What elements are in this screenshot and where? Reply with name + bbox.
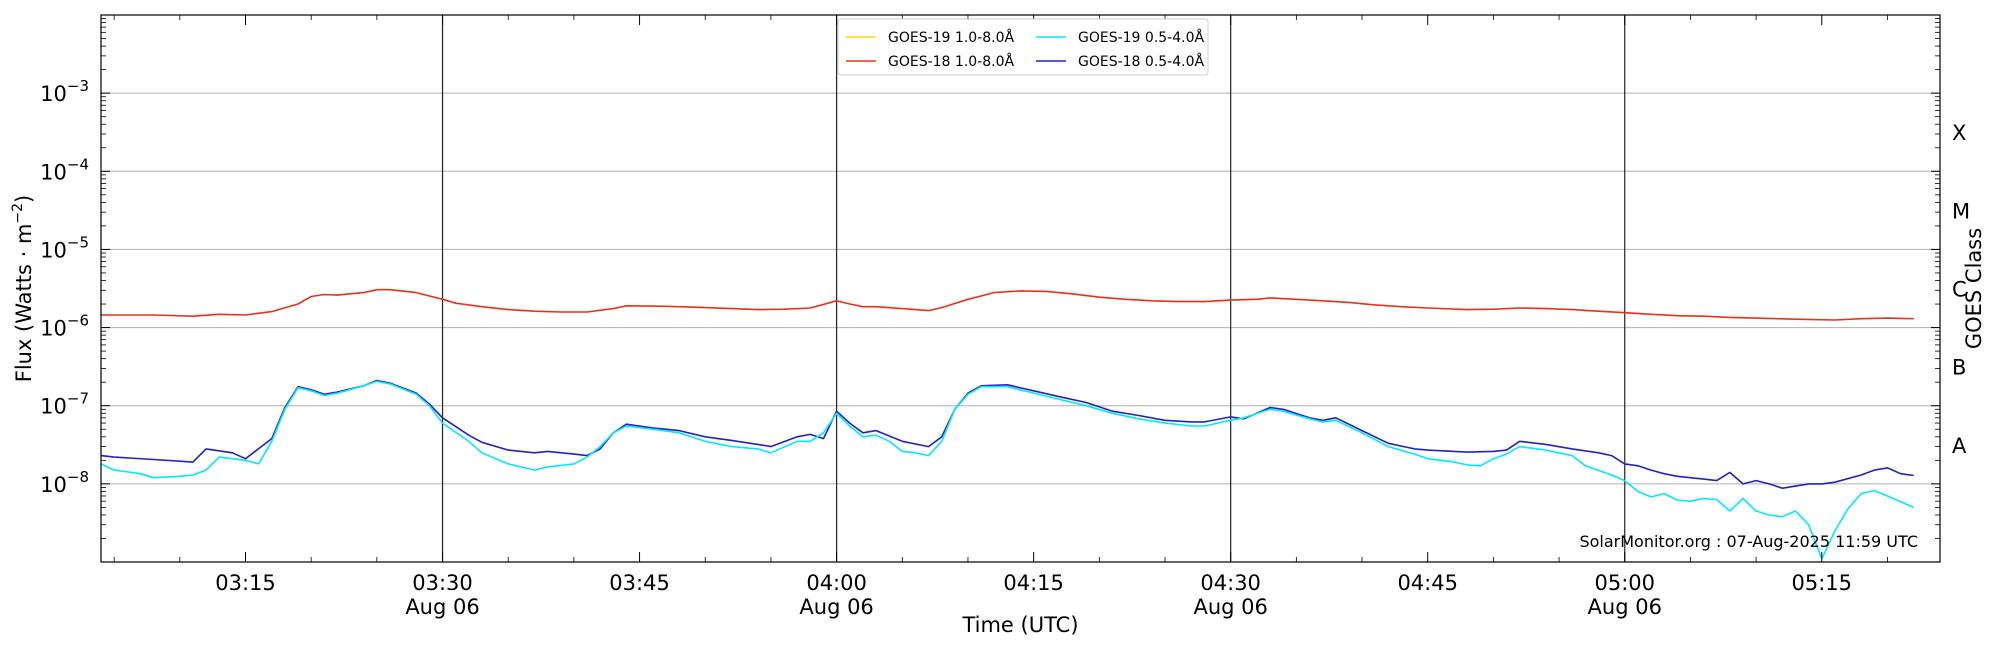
goes-class-label: X: [1952, 121, 1966, 145]
x-tick-date-label: Aug 06: [799, 595, 873, 619]
x-tick-label: 04:30: [1200, 571, 1261, 595]
credit-text: SolarMonitor.org : 07-Aug-2025 11:59 UTC: [1579, 532, 1918, 551]
y-tick-label-base: 10: [40, 317, 67, 341]
series-lines: [100, 288, 1915, 560]
x-tick-label: 04:15: [1003, 571, 1064, 595]
y-tick-label-exponent: −8: [67, 468, 89, 486]
series-line: [100, 379, 1914, 489]
legend-box: [837, 18, 1209, 76]
goes-class-axis-title: GOES Class: [1962, 228, 1986, 349]
y-axis-title-close: ): [12, 195, 36, 203]
y-tick-label-base: 10: [40, 395, 67, 419]
x-tick-label: 03:15: [215, 571, 276, 595]
goes-class-label: B: [1952, 356, 1966, 380]
y-axis-title: Flux (Watts · m−2): [10, 195, 36, 383]
legend-label: GOES-18 0.5-4.0Å: [1078, 53, 1204, 70]
y-tick-label: 10−7: [40, 390, 89, 419]
x-tick-date-label: Aug 06: [1193, 595, 1267, 619]
y-tick-label-base: 10: [40, 238, 67, 262]
legend-label: GOES-18 1.0-8.0Å: [888, 53, 1014, 70]
y-tick-label-exponent: −4: [67, 155, 89, 173]
legend: GOES-19 1.0-8.0Å GOES-18 1.0-8.0Å GOES-19 …: [837, 18, 1209, 76]
y-axis-title-exponent: −2: [10, 203, 26, 224]
x-tick-label: 04:45: [1397, 571, 1458, 595]
y-tick-label: 10−3: [40, 77, 89, 106]
x-tick-label: 04:00: [806, 571, 867, 595]
day-marker-lines: [441, 15, 1626, 562]
x-tick-label: 03:45: [609, 571, 670, 595]
grid-lines: [101, 92, 1940, 485]
x-tick-label: 05:15: [1792, 571, 1853, 595]
x-tick-date-label: Aug 06: [405, 595, 479, 619]
y-tick-label-base: 10: [40, 473, 67, 497]
y-tick-label-base: 10: [40, 160, 67, 184]
x-tick-label: 05:00: [1594, 571, 1655, 595]
axis-ticks: [101, 15, 1940, 562]
y-tick-label: 10−5: [40, 233, 89, 262]
goes-class-label: A: [1952, 434, 1967, 458]
x-axis-title: Time (UTC): [961, 613, 1078, 637]
x-tick-label: 03:30: [412, 571, 473, 595]
y-tick-label: 10−8: [40, 468, 89, 497]
plot-frame: [100, 14, 1941, 563]
y-axis-title-text: Flux (Watts · m: [12, 224, 36, 383]
goes-class-label: M: [1952, 199, 1970, 223]
y-tick-label-exponent: −3: [67, 77, 89, 95]
y-tick-label: 10−6: [40, 312, 89, 341]
y-tick-label-exponent: −7: [67, 390, 89, 408]
series-line: [100, 380, 1915, 560]
legend-label: GOES-19 0.5-4.0Å: [1078, 29, 1204, 46]
series-line: [101, 288, 1914, 321]
goes-class-label: C: [1952, 278, 1967, 302]
x-tick-date-label: Aug 06: [1588, 595, 1662, 619]
legend-label: GOES-19 1.0-8.0Å: [888, 29, 1014, 46]
y-tick-label-exponent: −6: [67, 312, 89, 330]
y-tick-label-base: 10: [40, 82, 67, 106]
y-tick-label-exponent: −5: [67, 233, 89, 251]
y-tick-label: 10−4: [40, 155, 89, 184]
